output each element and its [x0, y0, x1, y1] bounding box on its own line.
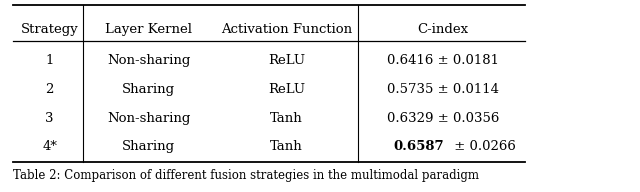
Text: Strategy: Strategy — [20, 23, 79, 36]
Text: 0.6329 ± 0.0356: 0.6329 ± 0.0356 — [387, 112, 499, 125]
Text: 0.6587: 0.6587 — [394, 140, 444, 153]
Text: Sharing: Sharing — [122, 140, 175, 153]
Text: C-index: C-index — [418, 23, 468, 36]
Text: ReLU: ReLU — [268, 83, 305, 96]
Text: Tanh: Tanh — [270, 112, 303, 125]
Text: Table 2: Comparison of different fusion strategies in the multimodal paradigm: Table 2: Comparison of different fusion … — [13, 169, 479, 182]
Text: 1: 1 — [45, 54, 54, 67]
Text: Tanh: Tanh — [270, 140, 303, 153]
Text: 3: 3 — [45, 112, 54, 125]
Text: 4*: 4* — [42, 140, 57, 153]
Text: 2: 2 — [45, 83, 54, 96]
Text: Layer Kernel: Layer Kernel — [106, 23, 192, 36]
Text: Non-sharing: Non-sharing — [107, 54, 191, 67]
Text: ± 0.0266: ± 0.0266 — [450, 140, 516, 153]
Text: Activation Function: Activation Function — [221, 23, 352, 36]
Text: 0.6416 ± 0.0181: 0.6416 ± 0.0181 — [387, 54, 499, 67]
Text: 0.5735 ± 0.0114: 0.5735 ± 0.0114 — [387, 83, 499, 96]
Text: Non-sharing: Non-sharing — [107, 112, 191, 125]
Text: Sharing: Sharing — [122, 83, 175, 96]
Text: ReLU: ReLU — [268, 54, 305, 67]
